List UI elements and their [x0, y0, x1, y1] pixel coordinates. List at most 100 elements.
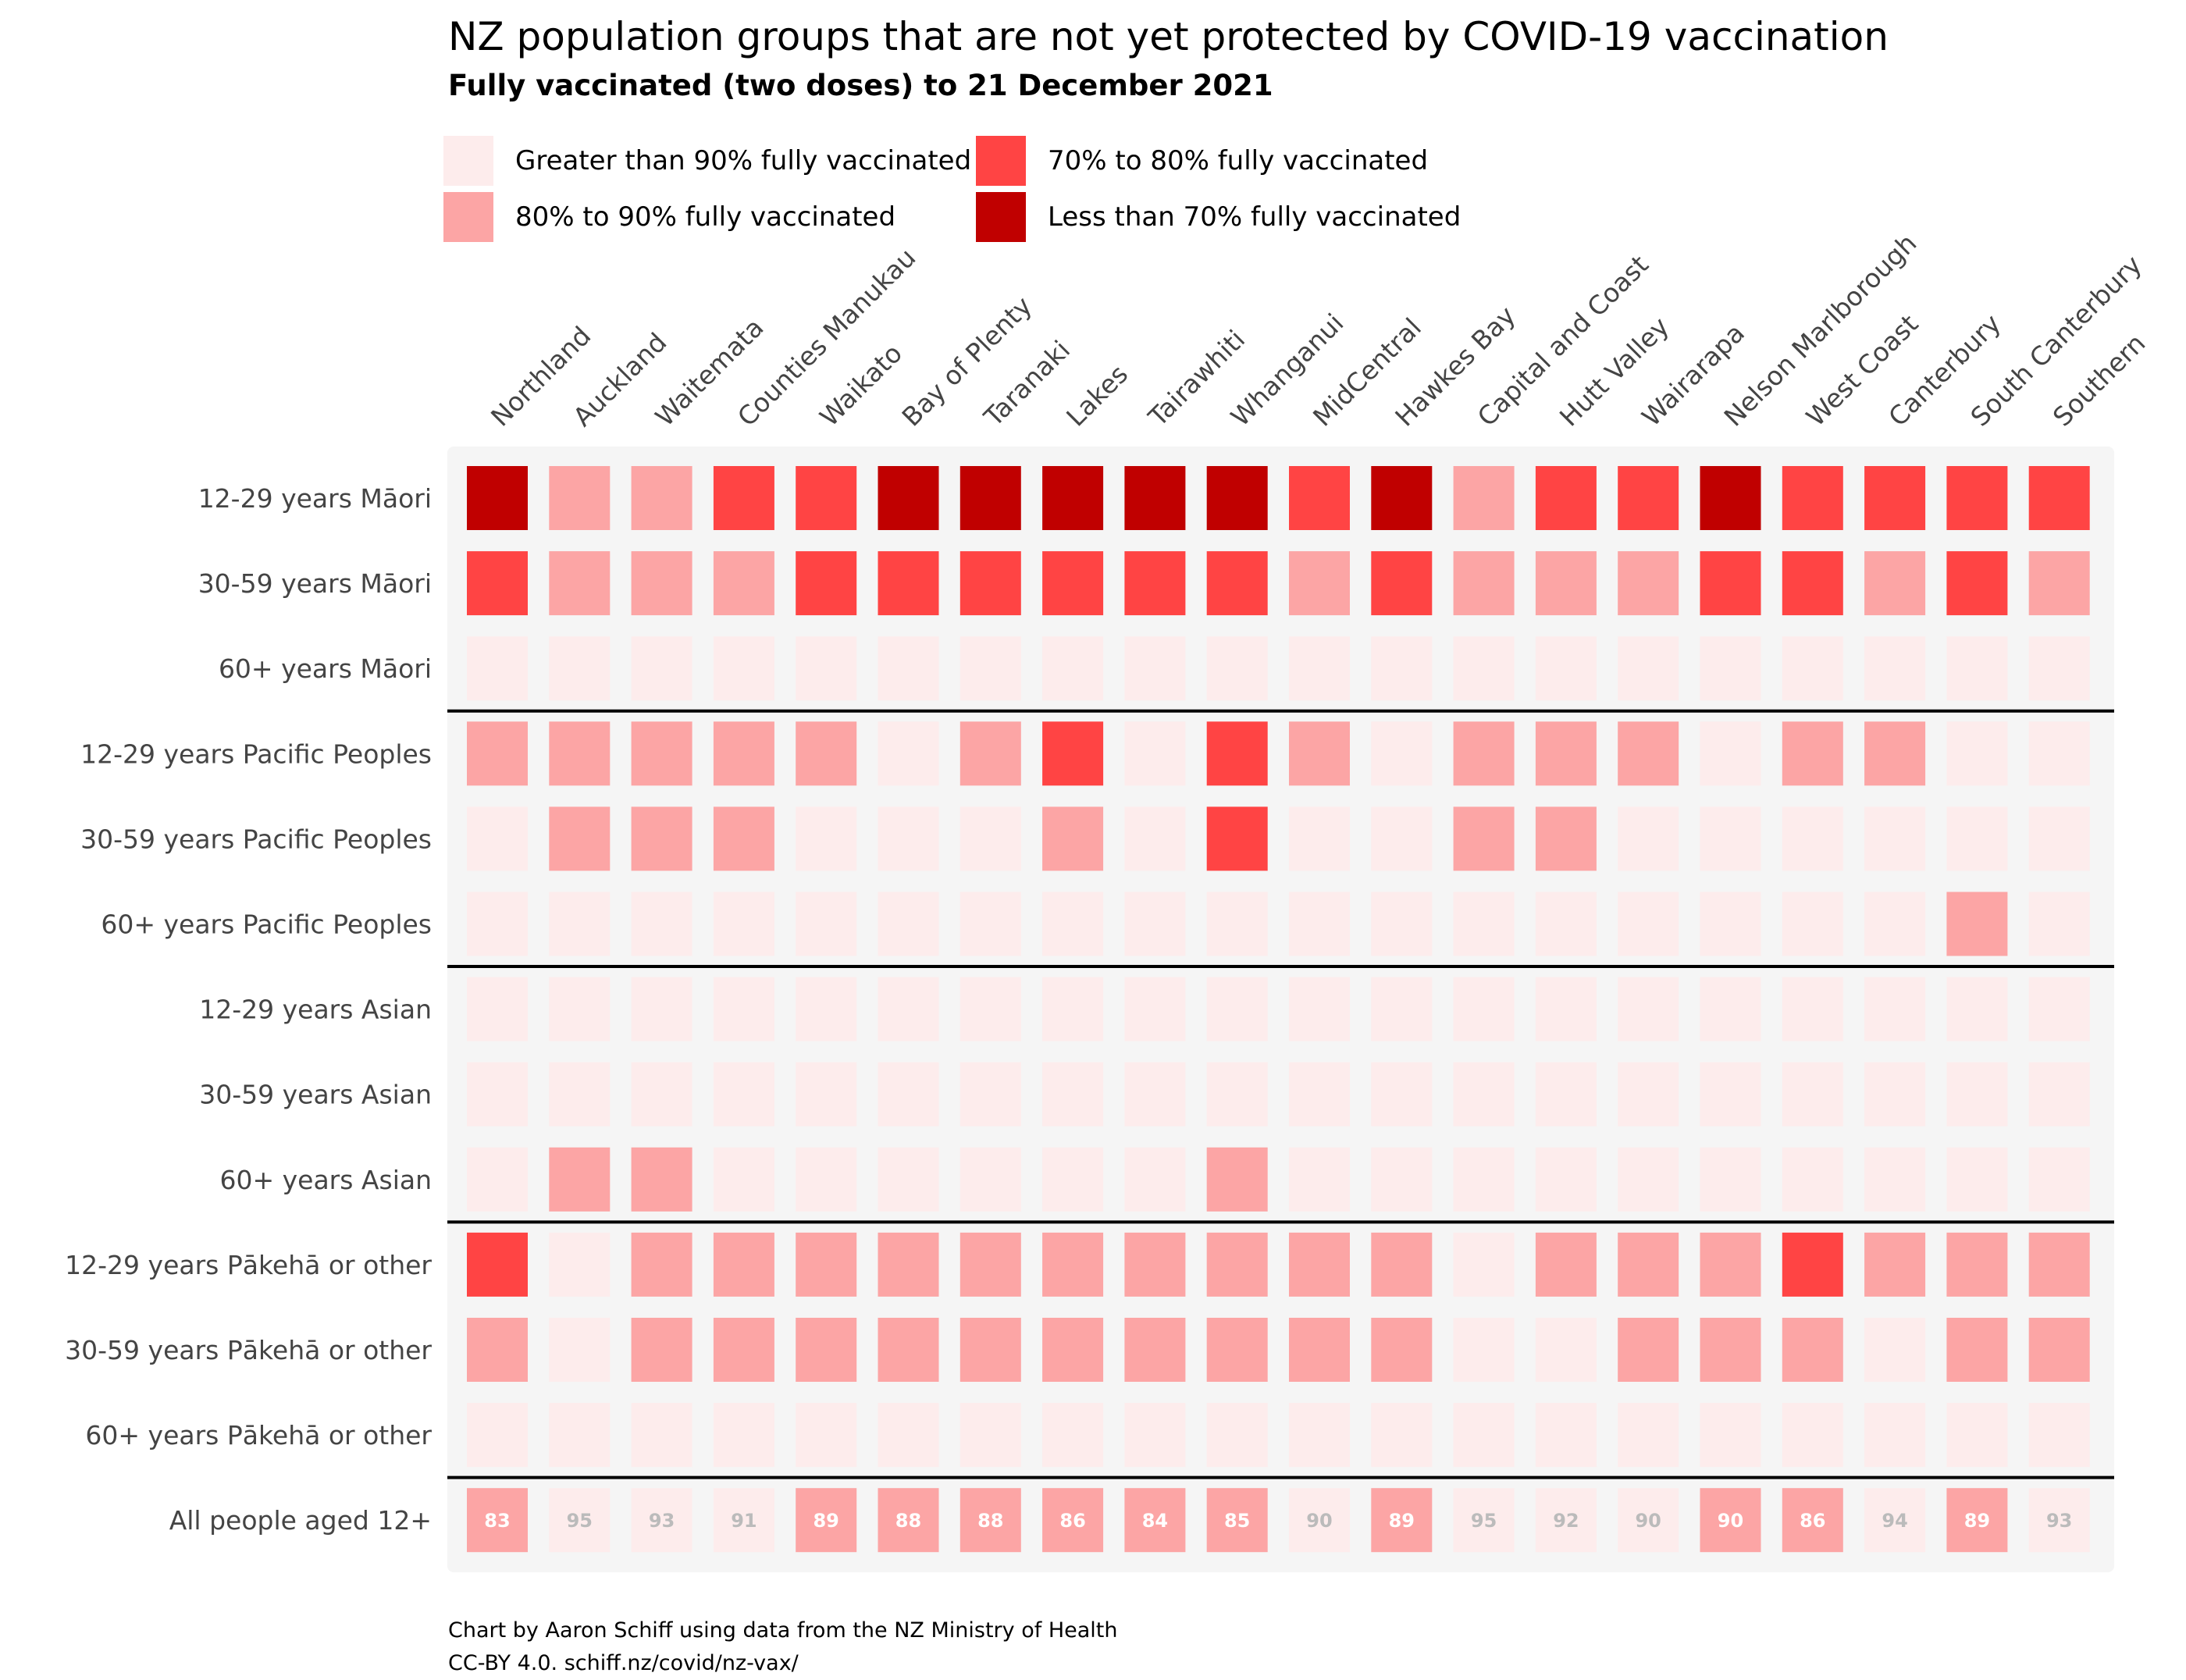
heatmap-cell: [1453, 1488, 1515, 1553]
heatmap-cell: [1946, 1062, 2008, 1127]
heatmap-cell: [1042, 1232, 1104, 1297]
heatmap-cell: [796, 551, 857, 616]
heatmap-cell: [2028, 1488, 2090, 1553]
heatmap-cell: [1782, 806, 1843, 871]
heatmap-cell: [549, 1147, 611, 1212]
heatmap-cell: [713, 1318, 774, 1382]
heatmap-cell: [1946, 1232, 2008, 1297]
heatmap-cell: [1206, 636, 1268, 701]
heatmap-cell: [1618, 806, 1679, 871]
heatmap-cell: [1453, 977, 1515, 1041]
heatmap-cell: [1371, 551, 1433, 616]
cell-value-label: 92: [1553, 1510, 1579, 1532]
heatmap-cell: [796, 1318, 857, 1382]
heatmap-cell: [1618, 551, 1679, 616]
heatmap-cell: [631, 636, 692, 701]
legend-label: Less than 70% fully vaccinated: [1048, 201, 1461, 233]
heatmap-cell: [1618, 721, 1679, 786]
legend-swatch: [443, 192, 493, 242]
heatmap-cell: [796, 1147, 857, 1212]
heatmap-cell: [631, 1403, 692, 1468]
heatmap-cell: [713, 721, 774, 786]
heatmap-cell: [878, 721, 939, 786]
heatmap-cell: [1042, 1318, 1104, 1382]
chart-title: NZ population groups that are not yet pr…: [448, 14, 1889, 59]
legend-label: 80% to 90% fully vaccinated: [515, 201, 896, 233]
heatmap-cell: [1864, 1232, 1926, 1297]
heatmap-cell: [1206, 466, 1268, 530]
heatmap-cell: [2028, 466, 2090, 530]
heatmap-cell: [1124, 1488, 1186, 1553]
heatmap-cell: [878, 1232, 939, 1297]
heatmap-cell: [1206, 1147, 1268, 1212]
heatmap-cell: [713, 466, 774, 530]
heatmap-cell: [1618, 1403, 1679, 1468]
heatmap-cell: [1700, 1147, 1761, 1212]
heatmap-cell: [1946, 1318, 2008, 1382]
heatmap-cell: [878, 977, 939, 1041]
heatmap-cell: [1289, 892, 1350, 956]
heatmap-cell: [1453, 1147, 1515, 1212]
heatmap-cell: [1782, 1318, 1843, 1382]
heatmap-cell: [631, 892, 692, 956]
heatmap-cell: [631, 1488, 692, 1553]
heatmap-cell: [1864, 636, 1926, 701]
heatmap-cell: [1289, 1147, 1350, 1212]
heatmap-cell: [1124, 977, 1186, 1041]
heatmap-cell: [878, 466, 939, 530]
heatmap-cell: [549, 1403, 611, 1468]
heatmap-cell: [1124, 551, 1186, 616]
cell-value-label: 90: [1306, 1510, 1332, 1532]
legend-swatch: [976, 192, 1026, 242]
heatmap-cell: [959, 1488, 1021, 1553]
heatmap-cell: [878, 1147, 939, 1212]
heatmap-cell: [1700, 1232, 1761, 1297]
heatmap-cell: [1371, 977, 1433, 1041]
heatmap-cell: [1535, 466, 1597, 530]
heatmap-cell: [1618, 1232, 1679, 1297]
heatmap-cell: [713, 892, 774, 956]
row-label: 12-29 years Pacific Peoples: [80, 739, 432, 769]
heatmap-cell: [1782, 1062, 1843, 1127]
heatmap-cell: [1206, 1062, 1268, 1127]
heatmap-cell: [549, 806, 611, 871]
heatmap-cell: [1700, 977, 1761, 1041]
heatmap-cell: [1124, 1062, 1186, 1127]
heatmap-cell: [1618, 1062, 1679, 1127]
heatmap-cell: [1206, 1488, 1268, 1553]
heatmap-cell: [1371, 1318, 1433, 1382]
heatmap-cell: [631, 721, 692, 786]
heatmap-cell: [1042, 892, 1104, 956]
heatmap-chart: 83 95 93 91 89 88 88 86 84 85 90 89 95 92 90 90 86 94 89 93…: [65, 227, 2152, 1553]
cell-value-label: 86: [1059, 1510, 1085, 1532]
heatmap-cell: [796, 721, 857, 786]
heatmap-cell: [1453, 1062, 1515, 1127]
heatmap-cell: [467, 1232, 528, 1297]
cell-value-label: 90: [1635, 1510, 1661, 1532]
heatmap-cell: [549, 977, 611, 1041]
heatmap-cell: [796, 636, 857, 701]
heatmap-cell: [1042, 636, 1104, 701]
legend-swatch: [443, 136, 493, 186]
heatmap-cell: [467, 721, 528, 786]
heatmap-cell: [2028, 977, 2090, 1041]
heatmap-cell: [1618, 1147, 1679, 1212]
heatmap-cell: [796, 466, 857, 530]
cell-value-label: 84: [1142, 1510, 1168, 1532]
row-label: 60+ years Pacific Peoples: [101, 909, 432, 940]
cell-value-label: 88: [977, 1510, 1003, 1532]
heatmap-cell: [631, 1147, 692, 1212]
row-label: 60+ years Asian: [219, 1165, 432, 1195]
heatmap-cell: [1453, 892, 1515, 956]
heatmap-cell: [1289, 806, 1350, 871]
heatmap-cell: [1042, 466, 1104, 530]
heatmap-cell: [1535, 721, 1597, 786]
heatmap-cell: [1289, 466, 1350, 530]
column-label: Lakes: [1060, 359, 1134, 432]
heatmap-cell: [1782, 1147, 1843, 1212]
heatmap-cell: [878, 806, 939, 871]
heatmap-cell: [1042, 1062, 1104, 1127]
heatmap-cell: [1535, 806, 1597, 871]
heatmap-cell: [1535, 1232, 1597, 1297]
heatmap-cell: [549, 466, 611, 530]
